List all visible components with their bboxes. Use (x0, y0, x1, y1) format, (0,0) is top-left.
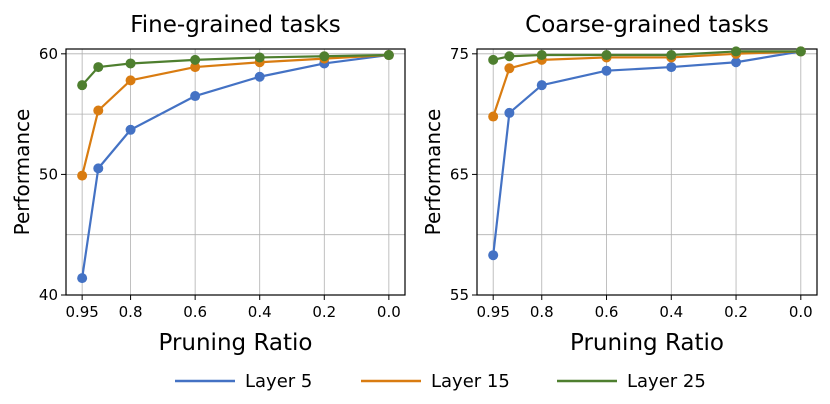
y-tick-label: 40 (39, 286, 58, 304)
y-axis-label: Performance (10, 109, 34, 236)
chart-panel-fine: Fine-grained tasks 0.95 0.8 0.6 0.4 0.2 0.0 40 5… (10, 12, 406, 356)
chart-panel-coarse: Coarse-grained tasks 0.95 0.8 0.6 0.4 0.2 0.0 5… (421, 12, 818, 356)
x-tick-label: 0.6 (595, 303, 619, 321)
data-point (731, 46, 742, 57)
data-point (795, 46, 806, 57)
x-tick-label: 0.2 (724, 303, 748, 321)
x-tick-label: 0.2 (312, 303, 336, 321)
legend-label: Layer 5 (245, 371, 312, 392)
x-axis-label: Pruning Ratio (570, 330, 724, 356)
series-line-layer-5 (81, 53, 389, 279)
data-point (93, 62, 104, 73)
data-point (93, 163, 104, 174)
data-point (488, 111, 499, 122)
data-point (666, 50, 677, 61)
chart-title: Coarse-grained tasks (525, 12, 769, 38)
legend: Layer 5 Layer 15 Layer 25 (175, 371, 706, 392)
data-point (190, 91, 201, 102)
x-tick-label: 0.95 (65, 303, 98, 321)
data-point (254, 71, 265, 82)
data-point (190, 62, 201, 73)
data-point (731, 57, 742, 68)
x-tick-label: 0.0 (789, 303, 813, 321)
y-tick-label: 65 (450, 165, 469, 183)
data-point (601, 50, 612, 61)
data-point (125, 75, 136, 86)
x-tick-label: 0.8 (119, 303, 143, 321)
x-tick-label: 0.8 (530, 303, 554, 321)
y-axis-label: Performance (421, 109, 445, 236)
series-line-layer-15 (81, 53, 389, 176)
x-tick-label: 0.4 (659, 303, 683, 321)
data-point (77, 273, 88, 284)
x-tick-label: 0.4 (248, 303, 272, 321)
data-point (488, 250, 499, 261)
x-tick-label: 0.6 (183, 303, 207, 321)
data-point (254, 52, 265, 63)
data-point (666, 62, 677, 73)
data-point (77, 80, 88, 91)
data-point (190, 54, 201, 65)
y-tick-label: 50 (39, 165, 58, 183)
x-tick-label: 0.0 (377, 303, 401, 321)
data-point (125, 124, 136, 135)
data-point (504, 63, 515, 74)
y-tick-label: 55 (450, 286, 469, 304)
data-point (504, 107, 515, 118)
chart-title: Fine-grained tasks (130, 12, 341, 38)
x-tick-label: 0.95 (476, 303, 509, 321)
data-point (504, 51, 515, 62)
x-axis-label: Pruning Ratio (158, 330, 312, 356)
y-tick-label: 60 (39, 45, 58, 63)
legend-label: Layer 15 (431, 371, 510, 392)
y-tick-label: 75 (450, 45, 469, 63)
data-point (319, 51, 330, 62)
data-point (125, 58, 136, 69)
plot-frame (65, 48, 406, 296)
data-point (601, 65, 612, 76)
data-point (77, 170, 88, 181)
data-point (536, 50, 547, 61)
data-point (383, 50, 394, 61)
legend-label: Layer 25 (627, 371, 706, 392)
data-point (488, 54, 499, 65)
plot-frame (476, 48, 818, 296)
data-point (93, 105, 104, 116)
data-point (536, 80, 547, 91)
